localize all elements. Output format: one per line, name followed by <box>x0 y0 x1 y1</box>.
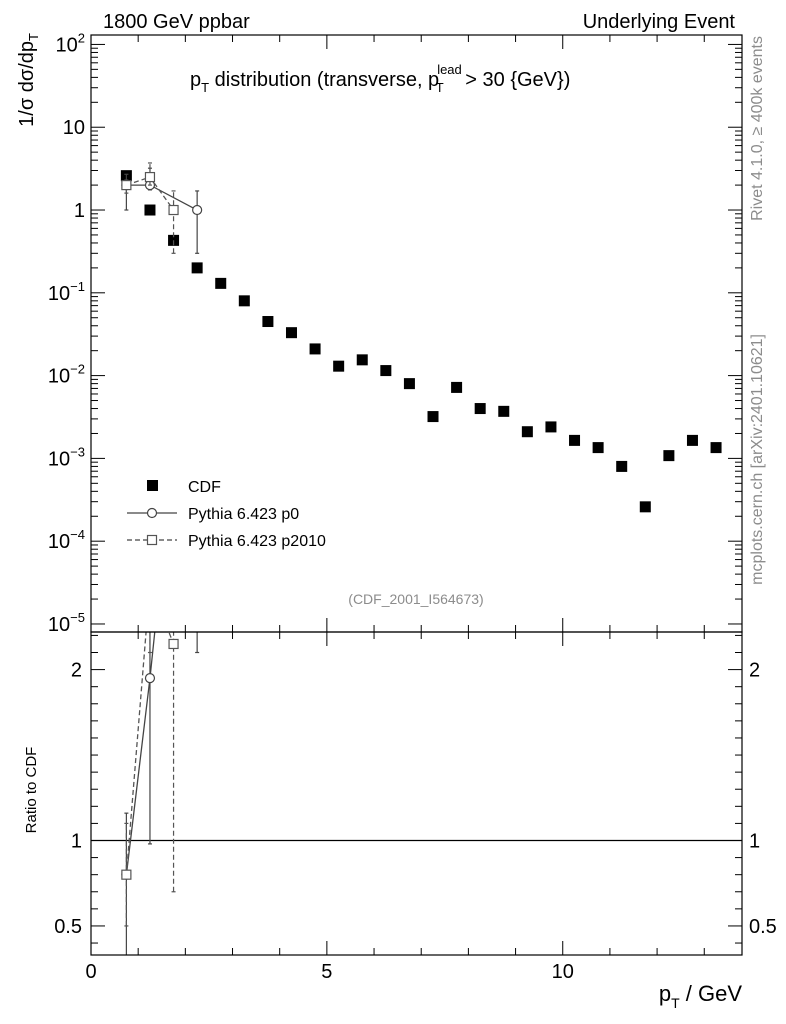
reference-label: (CDF_2001_I564673) <box>348 591 483 607</box>
ratio-point-p2010 <box>168 638 179 650</box>
mc-line-p0 <box>126 184 198 211</box>
energy-label: 1800 GeV ppbar <box>103 11 250 33</box>
legend-p2010-marker <box>146 534 158 546</box>
cdf-point <box>451 381 463 393</box>
chart-title-c: > 30 {GeV}) <box>460 69 571 91</box>
cdf-point <box>309 343 321 355</box>
cdf-point <box>521 426 533 438</box>
ratio-point-p2010 <box>145 580 154 589</box>
ratio-point-p0 <box>144 673 156 684</box>
cdf-point <box>427 411 439 423</box>
ratio-tick-label-left: 0.5 <box>54 916 82 938</box>
cdf-point <box>474 403 486 415</box>
y-tick-label: 1 <box>74 200 85 222</box>
chart-title-a-sub: T <box>201 80 209 95</box>
chart-title-a: p <box>190 69 201 91</box>
cdf-point <box>639 501 651 513</box>
y-tick-label: 10−3 <box>48 444 85 470</box>
cdf-point <box>663 450 675 462</box>
cdf-point <box>262 316 274 328</box>
ratio-line-p2010 <box>125 632 175 875</box>
cdf-point <box>144 204 156 216</box>
axes: 0 5 10 102 10 1 10−1 10−2 10−3 10−4 10−5 0.5 0.5 1 1 2 2 <box>48 30 777 983</box>
ratio-tick-label-left: 1 <box>71 830 82 852</box>
legend-p0-marker <box>146 507 158 519</box>
x-axis-title: pT / GeV <box>659 981 742 1011</box>
mc-point-p2010 <box>144 171 156 183</box>
x-tick-label: 10 <box>552 961 574 983</box>
x-tick-label: 0 <box>85 961 96 983</box>
ratio-tick-label-left: 2 <box>71 660 82 682</box>
main-panel-marks <box>120 162 722 513</box>
legend-p2010-label: Pythia 6.423 p2010 <box>188 533 326 550</box>
x-axis-title-main: p <box>659 981 671 1006</box>
ratio-panel-marks <box>91 580 742 955</box>
y-axis-title: 1/σ dσ/dpT <box>16 33 41 127</box>
chart-title-b-sub: T <box>436 80 444 95</box>
legend-cdf-marker <box>147 480 158 491</box>
legend-cdf-label: CDF <box>188 479 221 496</box>
ratio-tick-label-right: 0.5 <box>749 916 777 938</box>
cdf-point <box>238 295 250 307</box>
chart-title: pT distribution (transverse, plead T > 30… <box>190 62 570 95</box>
mc-point-p0 <box>192 204 203 216</box>
y-tick-label: 10−5 <box>48 610 85 636</box>
x-tick-label: 5 <box>321 961 332 983</box>
cdf-point <box>686 434 698 446</box>
legend-p0-label: Pythia 6.423 p0 <box>188 506 299 523</box>
x-axis-title-sub: T <box>671 995 680 1011</box>
x-axis-title-unit: / GeV <box>680 981 743 1006</box>
ratio-tick-label-right: 2 <box>749 660 760 682</box>
cdf-point <box>592 442 604 454</box>
y-tick-label: 10−1 <box>48 279 85 305</box>
y-tick-label: 10 <box>63 117 85 139</box>
mcplots-label: mcplots.cern.ch [arXiv:2401.10621] <box>749 334 766 585</box>
ratio-line-p0 <box>125 632 156 875</box>
ratio-point-p2010 <box>121 869 132 880</box>
cdf-point <box>215 277 227 289</box>
cdf-point <box>710 442 722 454</box>
cdf-point <box>356 354 368 366</box>
cdf-point <box>191 262 203 274</box>
cdf-point <box>545 421 557 433</box>
y-axis-title-main: 1/σ dσ/dp <box>16 41 38 127</box>
legend: CDF Pythia 6.423 p0 Pythia 6.423 p2010 <box>127 479 326 550</box>
cdf-point <box>380 365 392 377</box>
ratio-panel-frame <box>90 631 743 956</box>
mc-point-p2010 <box>168 204 179 216</box>
cdf-point <box>333 360 345 372</box>
rivet-version-label: Rivet 4.1.0, ≥ 400k events <box>749 36 766 221</box>
cdf-point <box>498 405 510 417</box>
ratio-axis-title: Ratio to CDF <box>23 747 40 834</box>
cdf-point <box>403 378 415 390</box>
chart-title-b: distribution (transverse, p <box>209 69 439 91</box>
cdf-point <box>285 327 297 339</box>
cdf-point <box>569 434 581 446</box>
y-axis-title-sub: T <box>26 33 41 41</box>
cdf-point <box>616 460 628 472</box>
ratio-tick-label-right: 1 <box>749 830 760 852</box>
chart-title-b-sup: lead <box>437 62 462 77</box>
process-label: Underlying Event <box>583 11 736 33</box>
mc-point-p2010 <box>121 179 132 191</box>
y-tick-label: 102 <box>56 30 85 56</box>
y-tick-label: 10−2 <box>48 362 85 388</box>
y-tick-label: 10−4 <box>48 527 85 553</box>
